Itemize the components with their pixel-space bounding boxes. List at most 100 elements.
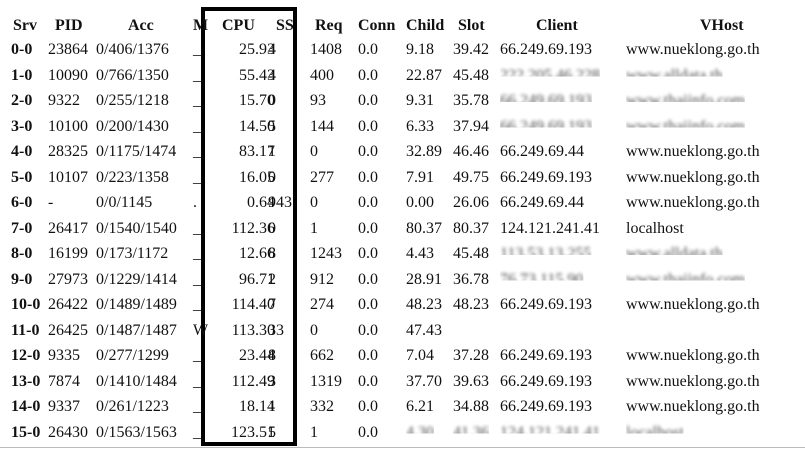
column-header: Acc <box>128 17 154 34</box>
child-cell: 9.31 <box>406 92 434 109</box>
slot-cell: 80.37 <box>453 219 489 237</box>
ss-cell: 7 <box>268 296 276 313</box>
column-header: Client <box>536 17 578 34</box>
srv-cell: 15-0 <box>11 423 41 441</box>
vhost-cell: www.nueklong.go.th <box>626 194 760 211</box>
vhost-cell: www.thaiinfo.com <box>626 92 745 109</box>
ss-cell: 0 <box>268 219 276 237</box>
child-cell: 32.89 <box>406 143 442 160</box>
vhost-cell: www.alldata.th <box>626 245 723 262</box>
cpu-cell: 123.51 <box>231 423 275 441</box>
srv-cell: 2-0 <box>11 92 33 109</box>
mode-cell: _ <box>193 66 201 84</box>
req-cell: 0 <box>310 194 318 211</box>
column-header: Child <box>406 17 445 34</box>
cpu-cell: 25.93 <box>239 41 275 58</box>
slot-cell: 46.46 <box>453 143 489 160</box>
client-cell: 113.53.13.255 <box>500 245 592 262</box>
cpu-cell: 16.05 <box>239 168 275 186</box>
srv-cell: 13-0 <box>11 372 41 390</box>
slot-cell: 36.78 <box>453 270 489 288</box>
cpu-highlight-box <box>201 7 297 446</box>
cpu-cell: 23.44 <box>239 347 275 364</box>
mode-cell: _ <box>193 168 201 186</box>
cpu-cell: 14.50 <box>239 117 275 135</box>
pid-cell: 9335 <box>48 347 80 364</box>
slot-cell: 34.88 <box>453 398 489 415</box>
column-header: M <box>193 17 209 34</box>
srv-cell: 6-0 <box>11 194 33 211</box>
acc-cell: 0/0/1145 <box>96 194 153 211</box>
ss-cell: 4 <box>268 66 276 84</box>
req-cell: 1 <box>310 423 318 441</box>
req-cell: 274 <box>310 296 334 313</box>
child-cell: 4.43 <box>406 245 434 262</box>
cpu-cell: 112.49 <box>231 372 275 390</box>
conn-cell: 0.0 <box>358 168 378 186</box>
conn-cell: 0.0 <box>358 66 378 84</box>
ss-cell: 943 <box>268 194 292 211</box>
mode-cell: _ <box>193 372 201 390</box>
vhost-cell: www.nueklong.go.th <box>626 398 760 415</box>
srv-cell: 0-0 <box>11 41 33 58</box>
client-cell: 66.249.69.44 <box>500 194 584 211</box>
acc-cell: 0/1489/1489 <box>96 296 177 313</box>
ss-cell: 8 <box>268 245 276 262</box>
req-cell: 1 <box>310 219 318 237</box>
vhost-cell: www.alldata.th <box>626 66 723 84</box>
mode-cell: W <box>193 321 209 339</box>
req-cell: 277 <box>310 168 334 186</box>
client-cell: 66.249.69.193 <box>500 92 592 109</box>
child-cell: 6.21 <box>406 398 434 415</box>
bottom-rule <box>0 447 805 448</box>
mode-cell: _ <box>193 398 201 415</box>
req-cell: 1408 <box>310 41 342 58</box>
column-header: SS <box>276 17 294 34</box>
conn-cell: 0.0 <box>358 423 378 441</box>
acc-cell: 0/223/1358 <box>96 168 169 186</box>
client-cell: 66.249.69.193 <box>500 168 592 186</box>
pid-cell: 23864 <box>48 41 88 58</box>
req-cell: 912 <box>310 270 334 288</box>
column-header: PID <box>55 17 83 34</box>
vhost-cell: www.nueklong.go.th <box>626 296 760 313</box>
ss-cell: 8 <box>268 347 276 364</box>
slot-cell: 37.94 <box>453 117 489 135</box>
cpu-cell: 12.66 <box>239 245 275 262</box>
slot-cell: 49.75 <box>453 168 489 186</box>
srv-cell: 1-0 <box>11 66 33 84</box>
child-cell: 9.18 <box>406 41 434 58</box>
client-cell: 66.249.69.193 <box>500 398 592 415</box>
conn-cell: 0.0 <box>358 194 378 211</box>
mode-cell: _ <box>193 270 201 288</box>
client-cell: 66.249.69.193 <box>500 296 592 313</box>
srv-cell: 4-0 <box>11 143 33 160</box>
column-header: VHost <box>700 17 744 34</box>
mode-cell: _ <box>193 296 201 313</box>
column-header: CPU <box>222 17 255 34</box>
req-cell: 0 <box>310 143 318 160</box>
pid-cell: 9337 <box>48 398 80 415</box>
vhost-cell: www.thaiinfo.com <box>626 117 745 135</box>
req-cell: 1319 <box>310 372 342 390</box>
slot-cell: 37.28 <box>453 347 489 364</box>
ss-cell: 33 <box>268 321 284 339</box>
vhost-cell: www.nueklong.go.th <box>626 372 760 390</box>
ss-cell: 5 <box>268 423 276 441</box>
req-cell: 662 <box>310 347 334 364</box>
client-cell: 66.249.69.193 <box>500 117 592 135</box>
cpu-cell: 15.70 <box>239 92 275 109</box>
child-cell: 4.30 <box>406 423 434 441</box>
pid-cell: 10107 <box>48 168 88 186</box>
client-cell: 66.249.69.193 <box>500 41 592 58</box>
vhost-cell: www.thaiinfo.com <box>626 270 745 288</box>
conn-cell: 0.0 <box>358 347 378 364</box>
mode-cell: _ <box>193 423 201 441</box>
acc-cell: 0/173/1172 <box>96 245 169 262</box>
conn-cell: 0.0 <box>358 245 378 262</box>
pid-cell: 28325 <box>48 143 88 160</box>
column-header: Srv <box>13 17 37 34</box>
srv-cell: 14-0 <box>11 398 41 415</box>
pid-cell: 26430 <box>48 423 88 441</box>
srv-cell: 9-0 <box>11 270 33 288</box>
